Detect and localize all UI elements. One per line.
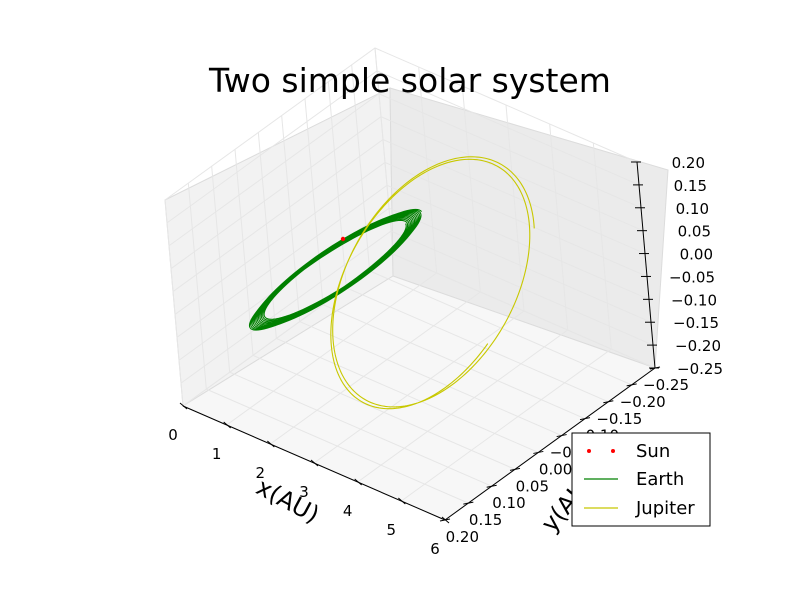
- grid-line-z: [176, 184, 650, 338]
- y-tick-label: 0.15: [469, 511, 502, 529]
- x-tick-label: 6: [430, 540, 440, 558]
- x-tick-mark: [354, 478, 362, 486]
- x-tick-label: 3: [299, 483, 309, 501]
- grid-line-z: [182, 253, 656, 407]
- y-tick-label: 0.10: [492, 494, 525, 512]
- grid-line-z: [170, 116, 644, 270]
- legend-jupiter-label: Jupiter: [635, 498, 695, 519]
- legend-sun-marker: [587, 449, 591, 453]
- grid-line-z: [164, 47, 638, 201]
- y-tick-mark: [579, 417, 591, 421]
- z-tick-label: 0.20: [672, 154, 705, 172]
- z-tick-label: −0.10: [671, 291, 717, 309]
- grid-line-z: [174, 161, 648, 315]
- z-axis-line: [636, 161, 656, 369]
- x-tick-label: 4: [343, 502, 353, 520]
- y-tick-label: −0.20: [620, 393, 666, 411]
- x-tick-mark: [310, 459, 319, 467]
- y-axis-line: [444, 367, 656, 521]
- x-tick-mark: [398, 497, 406, 505]
- x-tick-label: 1: [212, 445, 222, 463]
- z-tick-label: 0.00: [680, 246, 713, 264]
- z-tick-label: −0.15: [673, 314, 719, 332]
- sun-point: [340, 236, 346, 242]
- grid-line-z: [168, 93, 642, 247]
- x-tick-label: 5: [387, 521, 397, 539]
- legend: Sun Earth Jupiter: [571, 432, 711, 527]
- legend-earth-label: Earth: [636, 469, 684, 490]
- z-tick-label: 0.10: [676, 200, 709, 218]
- x-tick-mark: [267, 440, 275, 448]
- grid-line-z: [178, 207, 652, 361]
- y-tick-mark: [509, 467, 521, 471]
- earth-orbit-line: [248, 208, 422, 331]
- z-tick-label: 0.15: [674, 177, 707, 195]
- y-tick-mark: [603, 400, 614, 404]
- chart-title: Two simple solar system: [208, 61, 611, 100]
- y-tick-mark: [463, 501, 474, 505]
- grid-line-z: [172, 138, 646, 292]
- x-axis-label: x(AU): [252, 473, 324, 529]
- y-tick-label: 0.20: [446, 528, 479, 546]
- grid-line-z: [166, 70, 640, 224]
- z-tick-label: −0.05: [669, 268, 715, 286]
- x-tick-label: 0: [168, 426, 178, 444]
- x-tick-label: 2: [256, 464, 266, 482]
- y-tick-label: 0.00: [539, 460, 572, 478]
- y-tick-label: −0.25: [643, 376, 689, 394]
- legend-sun-label: Sun: [636, 441, 670, 462]
- x-tick-mark: [179, 402, 188, 410]
- z-tick-label: −0.20: [675, 337, 721, 355]
- z-tick-label: −0.25: [677, 360, 723, 378]
- y-tick-mark: [486, 484, 497, 488]
- y-tick-mark: [533, 450, 544, 454]
- y-tick-label: 0.05: [516, 477, 549, 495]
- series-layer: [248, 156, 535, 410]
- x-tick-mark: [223, 421, 231, 429]
- legend-sun-marker: [611, 449, 615, 453]
- z-tick-label: 0.05: [678, 223, 711, 241]
- y-tick-label: −0.15: [596, 410, 642, 428]
- grid-line-z: [180, 230, 654, 384]
- y-tick-mark: [556, 434, 567, 438]
- y-tick-mark: [439, 518, 451, 522]
- jupiter-orbit-line: [330, 156, 535, 410]
- y-tick-mark: [626, 383, 637, 387]
